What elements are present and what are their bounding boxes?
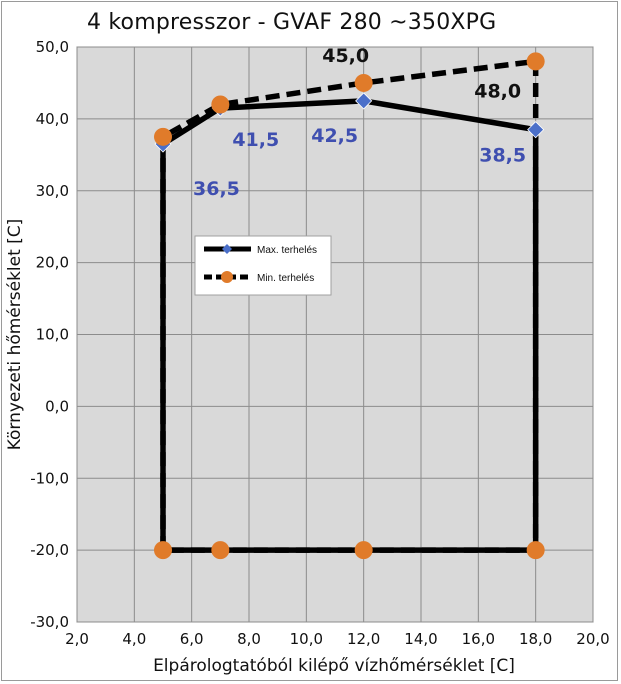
legend-label-min-terheles: Min. terhelés xyxy=(257,273,314,284)
y-tick-label: 10,0 xyxy=(36,326,69,344)
x-tick-label: 8,0 xyxy=(237,630,261,648)
x-tick-label: 12,0 xyxy=(347,630,380,648)
data-label: 36,5 xyxy=(193,178,240,200)
marker-min-terheles xyxy=(211,541,230,560)
legend-marker-min-terheles xyxy=(221,271,233,283)
y-tick-label: -20,0 xyxy=(30,541,69,559)
y-tick-label: 0,0 xyxy=(45,397,69,415)
data-label: 45,0 xyxy=(322,45,369,67)
chart-title: 4 kompresszor - GVAF 280 ~350XPG xyxy=(87,10,497,35)
marker-max-terheles xyxy=(527,121,545,139)
y-tick-label: 30,0 xyxy=(36,182,69,200)
y-tick-label: -30,0 xyxy=(30,613,69,631)
marker-min-terheles xyxy=(526,52,545,71)
x-tick-label: 20,0 xyxy=(576,630,609,648)
legend-box xyxy=(194,235,332,296)
marker-min-terheles xyxy=(354,73,373,92)
y-axis-label: Környezeti hőmérséklet [C] xyxy=(5,219,25,451)
x-tick-label: 18,0 xyxy=(519,630,552,648)
data-label: 42,5 xyxy=(311,125,358,147)
legend-marker-max-terheles xyxy=(222,244,232,254)
x-axis-label: Elpárologtatóból kilépő vízhőmérséklet [… xyxy=(153,656,515,676)
marker-min-terheles xyxy=(526,541,545,560)
y-tick-label: 50,0 xyxy=(36,38,69,56)
y-tick-label: -10,0 xyxy=(30,469,69,487)
y-tick-label: 40,0 xyxy=(36,110,69,128)
x-tick-label: 4,0 xyxy=(122,630,146,648)
marker-min-terheles xyxy=(211,95,230,114)
marker-min-terheles xyxy=(354,541,373,560)
y-tick-label: 20,0 xyxy=(36,254,69,272)
x-tick-label: 14,0 xyxy=(404,630,437,648)
x-tick-label: 10,0 xyxy=(290,630,323,648)
marker-max-terheles xyxy=(355,92,373,110)
x-tick-label: 2,0 xyxy=(65,630,89,648)
marker-min-terheles xyxy=(154,541,172,560)
x-tick-label: 6,0 xyxy=(180,630,204,648)
marker-min-terheles xyxy=(154,127,172,146)
data-label: 41,5 xyxy=(232,129,279,151)
x-tick-label: 16,0 xyxy=(462,630,495,648)
legend-label-max-terheles: Max. terhelés xyxy=(257,245,317,256)
data-label: 48,0 xyxy=(474,80,521,102)
data-label: 38,5 xyxy=(479,145,526,167)
